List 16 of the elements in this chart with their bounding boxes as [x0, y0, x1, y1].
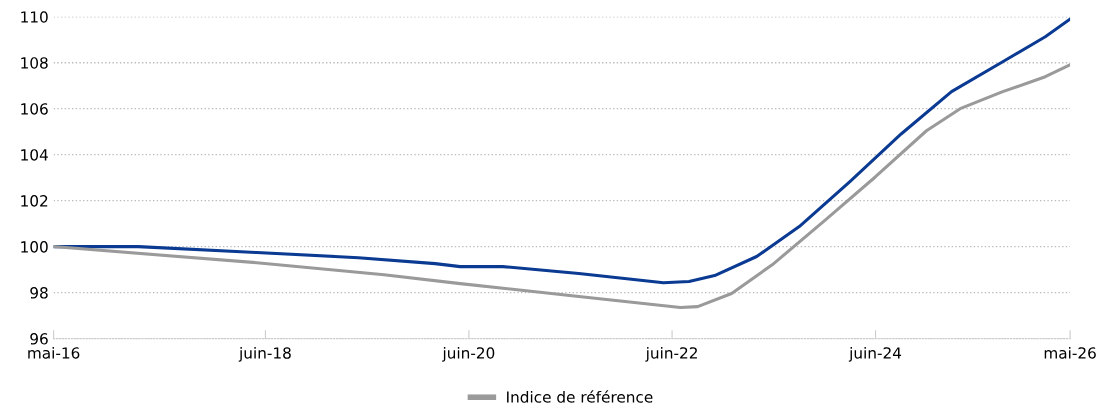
line-series: [53, 63, 1071, 310]
x-tick-label: mai-26: [1044, 346, 1096, 359]
y-tick-label: 110: [21, 11, 48, 23]
legend-label: Indice de référence: [507, 390, 653, 403]
x-tick-label: mai-16: [28, 346, 80, 359]
y-tick-label: 98: [30, 287, 48, 299]
x-tick-label: juin-20: [442, 346, 495, 362]
y-tick-label: 100: [21, 241, 48, 253]
y-tick-label: 106: [21, 103, 48, 115]
y-tick-label: 104: [21, 149, 48, 161]
y-tick-label: 96: [30, 333, 48, 345]
y-tick-label: 102: [21, 195, 48, 207]
x-tick-label: juin-24: [848, 346, 902, 362]
x-tick-label: juin-22: [645, 346, 697, 362]
y-tick-label: 108: [21, 57, 48, 69]
x-tick-label: juin-18: [238, 346, 291, 362]
